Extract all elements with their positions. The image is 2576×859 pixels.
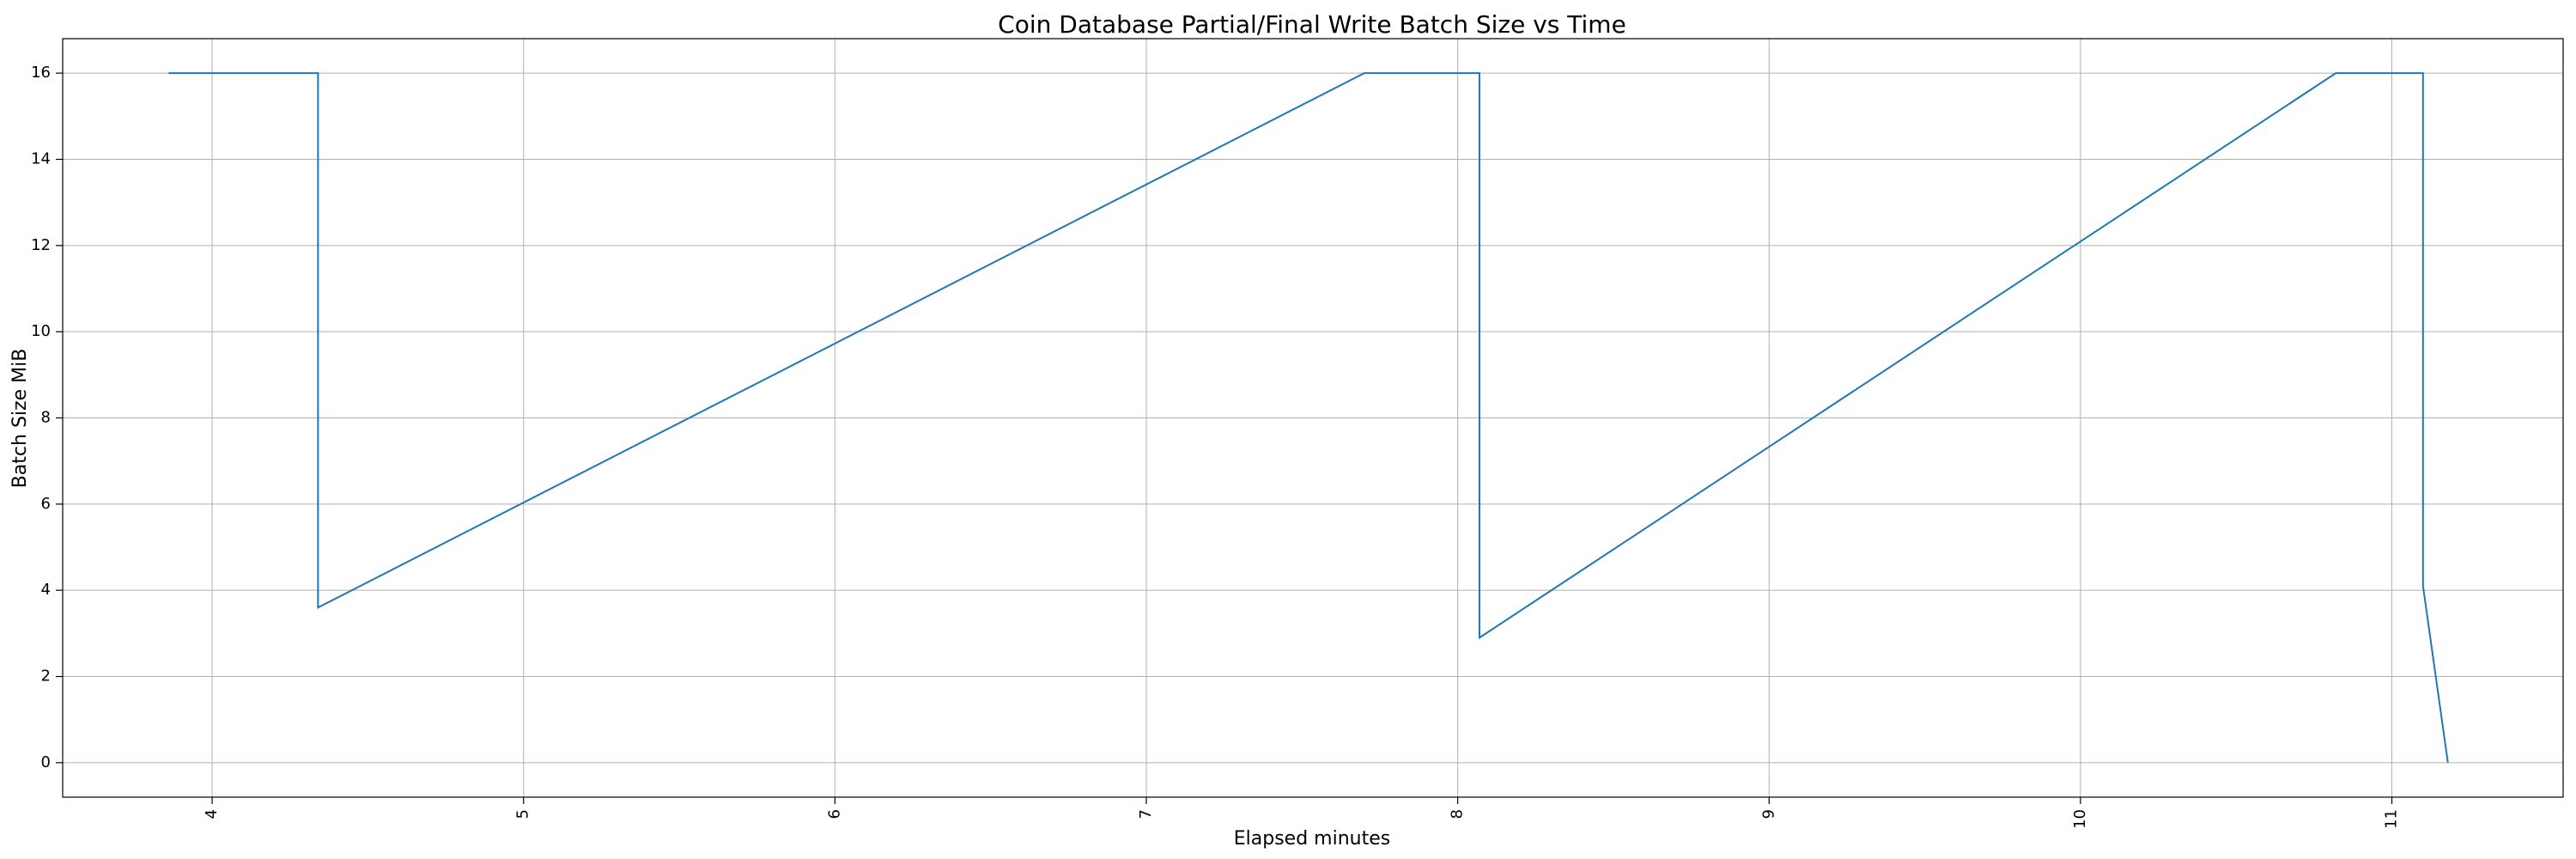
x-tick-label: 11 — [2383, 809, 2401, 829]
grid — [63, 39, 2563, 797]
x-tick-label: 8 — [1449, 809, 1467, 819]
y-tick-label: 0 — [41, 753, 51, 771]
y-tick-label: 4 — [41, 581, 51, 599]
x-axis: 4 5 6 7 8 9 10 11 — [203, 797, 2401, 829]
x-tick-label: 5 — [514, 809, 532, 819]
y-axis: 0 2 4 6 8 10 12 14 16 — [31, 64, 63, 771]
x-tick-label: 7 — [1137, 809, 1155, 819]
x-tick-label: 9 — [1759, 809, 1777, 819]
y-tick-label: 2 — [41, 667, 51, 685]
chart-title: Coin Database Partial/Final Write Batch … — [998, 10, 1626, 39]
y-tick-label: 8 — [41, 409, 51, 427]
plot-area — [168, 72, 2449, 764]
y-tick-label: 12 — [31, 236, 51, 254]
y-axis-label: Batch Size MiB — [9, 349, 31, 489]
y-tick-label: 14 — [31, 149, 51, 168]
y-tick-label: 6 — [41, 495, 51, 513]
x-tick-label: 6 — [825, 809, 843, 819]
y-tick-label: 16 — [31, 64, 51, 82]
x-tick-label: 10 — [2071, 809, 2089, 829]
x-tick-label: 4 — [203, 809, 221, 819]
y-tick-label: 10 — [31, 322, 51, 340]
series-line — [168, 72, 2449, 764]
x-axis-label: Elapsed minutes — [1234, 828, 1390, 850]
